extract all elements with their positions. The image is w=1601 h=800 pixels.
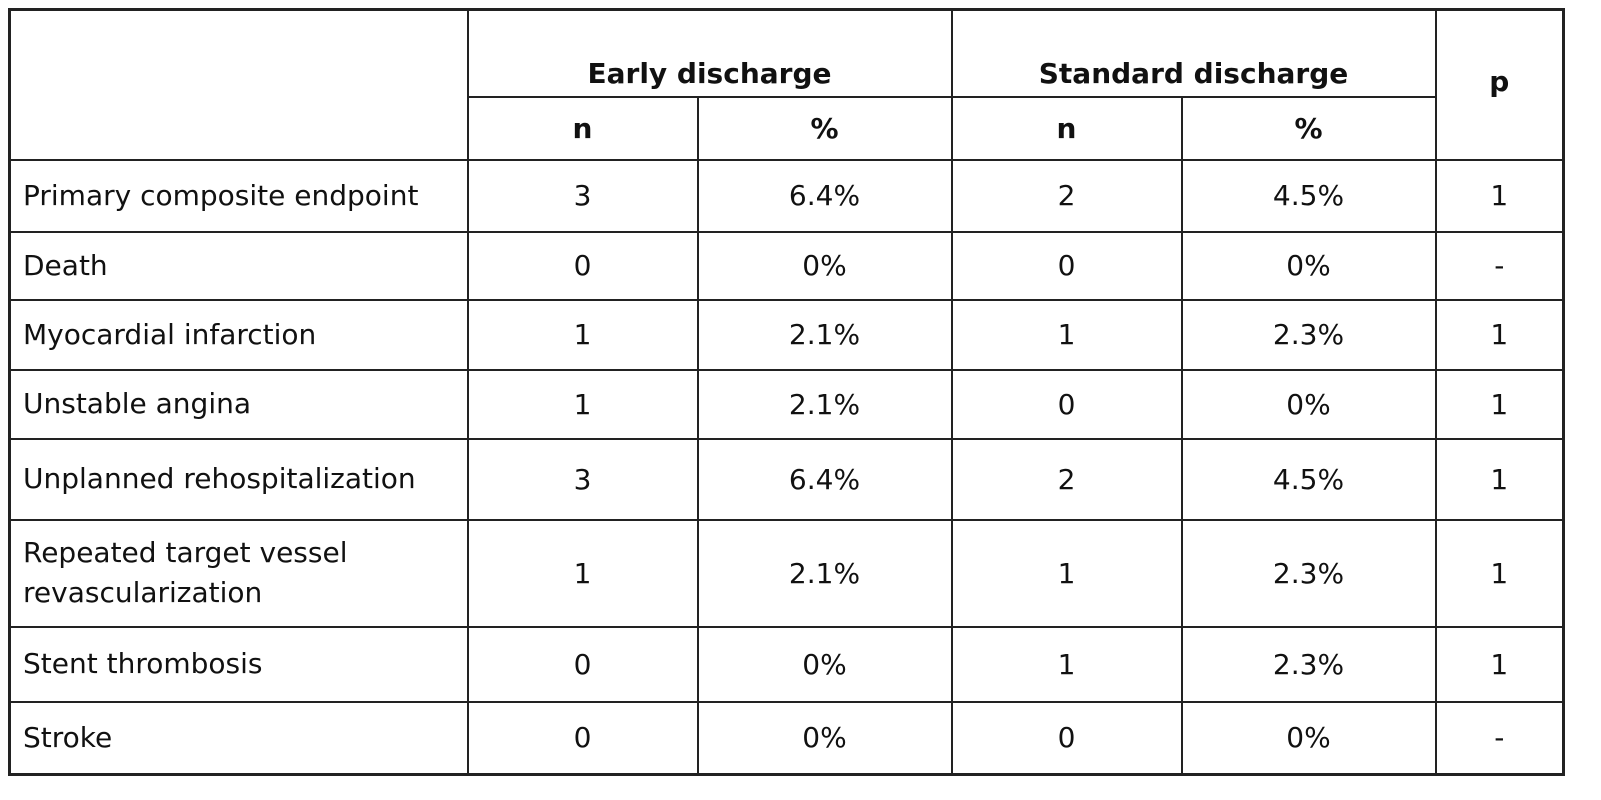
cell: 1 (466, 298, 699, 371)
cell: 1 (950, 625, 1183, 703)
cell: 0% (696, 625, 953, 703)
cell: 6.4% (696, 158, 953, 233)
table-row: Stent thrombosis 0 0% 1 2.3% 1 (8, 625, 1565, 703)
cell: 0% (1180, 700, 1437, 776)
table-body: Primary composite endpoint 3 6.4% 2 4.5% 1 Dea… (8, 158, 1565, 776)
table-row: Repeated target vessel revascularization… (8, 518, 1565, 628)
cell: 1 (1434, 625, 1565, 703)
row-label: Primary composite endpoint (8, 158, 469, 233)
sub-header: n (466, 95, 699, 161)
cell: 2.3% (1180, 625, 1437, 703)
cell: 0 (950, 368, 1183, 440)
cell: 0 (466, 230, 699, 301)
row-label: Stent thrombosis (8, 625, 469, 703)
corner-cell (8, 8, 469, 161)
table-row: Unplanned rehospitalization 3 6.4% 2 4.5% 1 (8, 437, 1565, 521)
cell: 0 (950, 230, 1183, 301)
sub-header: % (696, 95, 953, 161)
cell: 1 (1434, 518, 1565, 628)
sub-header: n (950, 95, 1183, 161)
cell: 0% (696, 700, 953, 776)
sub-header: % (1180, 95, 1437, 161)
table-row: Unstable angina 1 2.1% 0 0% 1 (8, 368, 1565, 440)
cell: 4.5% (1180, 437, 1437, 521)
cell: 6.4% (696, 437, 953, 521)
cell: 1 (950, 518, 1183, 628)
group-header: Standard discharge (950, 8, 1437, 98)
row-label: Repeated target vessel revascularization (8, 518, 469, 628)
row-label: Death (8, 230, 469, 301)
row-label: Unplanned rehospitalization (8, 437, 469, 521)
cell: 1 (1434, 158, 1565, 233)
cell: 2.1% (696, 518, 953, 628)
cell: 4.5% (1180, 158, 1437, 233)
cell: 0% (1180, 230, 1437, 301)
cell: 2 (950, 437, 1183, 521)
table-row: Stroke 0 0% 0 0% - (8, 700, 1565, 776)
cell: 1 (466, 368, 699, 440)
cell: 1 (1434, 298, 1565, 371)
table-row: Death 0 0% 0 0% - (8, 230, 1565, 301)
cell: 0% (1180, 368, 1437, 440)
cell: 1 (466, 518, 699, 628)
cell: 3 (466, 437, 699, 521)
cell: 2.3% (1180, 518, 1437, 628)
cell: 0% (696, 230, 953, 301)
group-header: Early discharge (466, 8, 953, 98)
cell: 1 (1434, 437, 1565, 521)
table-row: Primary composite endpoint 3 6.4% 2 4.5% 1 (8, 158, 1565, 233)
row-label: Unstable angina (8, 368, 469, 440)
cell: 2.3% (1180, 298, 1437, 371)
cell: 0 (466, 700, 699, 776)
row-label: Myocardial infarction (8, 298, 469, 371)
table-row: Myocardial infarction 1 2.1% 1 2.3% 1 (8, 298, 1565, 371)
cell: 0 (466, 625, 699, 703)
p-header: p (1434, 8, 1565, 161)
results-table: Early discharge Standard discharge p n %… (8, 8, 1565, 776)
cell: 1 (1434, 368, 1565, 440)
cell: 2 (950, 158, 1183, 233)
cell: 3 (466, 158, 699, 233)
cell: 2.1% (696, 298, 953, 371)
cell: 2.1% (696, 368, 953, 440)
cell: - (1434, 700, 1565, 776)
row-label: Stroke (8, 700, 469, 776)
cell: - (1434, 230, 1565, 301)
cell: 1 (950, 298, 1183, 371)
cell: 0 (950, 700, 1183, 776)
